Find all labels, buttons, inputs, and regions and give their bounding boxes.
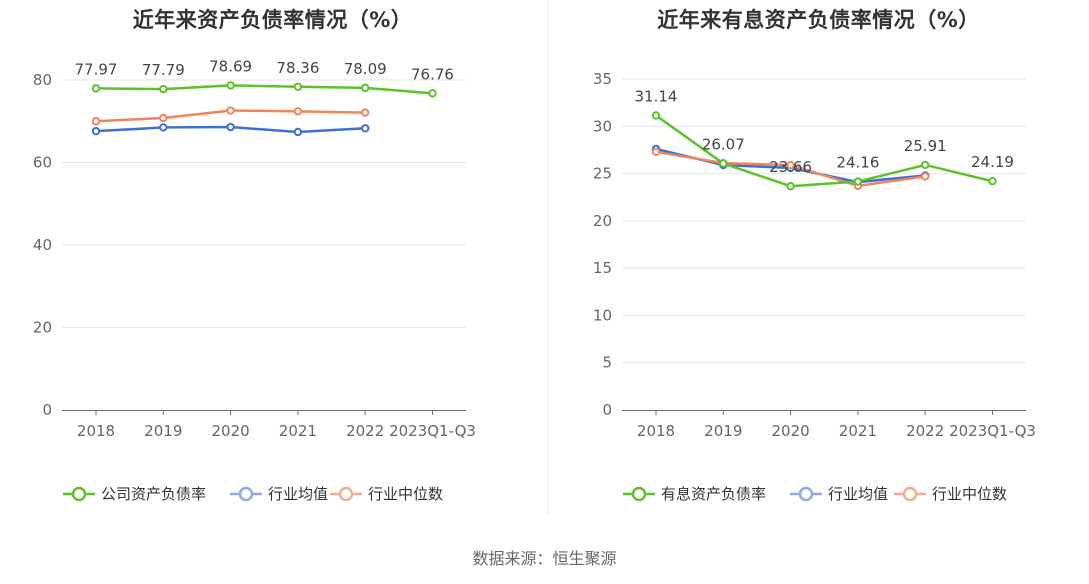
x-tick-label: 2018: [637, 422, 675, 440]
y-tick-label: 5: [602, 354, 612, 372]
data-point: [226, 106, 235, 115]
data-point: [361, 108, 370, 117]
data-point: [651, 111, 661, 120]
data-point: [786, 160, 795, 170]
data-point: [853, 177, 863, 186]
data-point: [293, 127, 303, 137]
data-point: [159, 84, 168, 94]
data-label: 78.36: [276, 59, 319, 77]
legend-marker-icon: [238, 486, 254, 502]
chart-svg: 0 20 40 60 80 2018 2019 2020 2021 2022 2023Q1-Q3 77…: [33, 57, 476, 503]
legend-marker-icon: [71, 486, 87, 502]
legend-label: 行业中位数: [368, 485, 443, 503]
legend-marker-icon: [798, 486, 814, 502]
series-line: [95, 84, 433, 95]
data-label: 24.19: [971, 153, 1014, 171]
legend-label: 公司资产负债率: [101, 485, 206, 503]
data-label: 25.91: [904, 137, 947, 155]
y-tick-label: 20: [593, 212, 612, 230]
data-point: [786, 182, 795, 191]
series-line: [655, 114, 993, 188]
y-tick-label: 20: [33, 319, 52, 337]
x-tick-label: 2020: [772, 422, 810, 440]
chart-panel-asset-liability: 近年来资产负债率情况（%） 0 20 40 60 80 2018 2019 2020 2021 2…: [0, 0, 545, 520]
y-tick-label: 80: [33, 71, 52, 89]
data-label: 24.16: [836, 154, 879, 172]
y-tick-label: 15: [593, 259, 612, 277]
data-label: 23.66: [769, 158, 812, 176]
x-tick-label: 2018: [77, 422, 115, 440]
data-point: [361, 124, 370, 133]
y-tick-label: 0: [42, 401, 52, 419]
y-tick-label: 25: [593, 165, 612, 183]
y-tick-label: 35: [593, 70, 612, 88]
x-tick-label: 2022: [906, 422, 944, 440]
data-label: 77.79: [142, 61, 185, 79]
data-label: 76.76: [411, 65, 454, 83]
x-tick-label: 2019: [704, 422, 742, 440]
chart-panel-interest-bearing: 近年来有息资产负债率情况（%） 0 5 10 15 20 25 30 35 2018 2019 20…: [548, 0, 1089, 520]
data-point: [921, 160, 930, 170]
data-point: [921, 172, 930, 181]
data-point: [651, 147, 661, 157]
data-point: [988, 177, 997, 186]
legend-label: 有息资产负债率: [661, 485, 766, 503]
x-tick-label: 2023Q1-Q3: [389, 422, 476, 440]
data-point: [293, 82, 303, 91]
legend-marker-icon: [902, 486, 918, 502]
chart-svg: 0 5 10 15 20 25 30 35 2018 2019 2020 2021 2022 2023Q1…: [593, 70, 1036, 503]
data-label: 78.69: [209, 57, 252, 75]
data-label: 26.07: [702, 135, 745, 153]
x-tick-label: 2021: [839, 422, 877, 440]
x-tick-label: 2020: [212, 422, 250, 440]
data-point: [159, 123, 168, 132]
x-tick-label: 2022: [346, 422, 384, 440]
legend-marker-icon: [338, 486, 354, 502]
data-point: [91, 84, 101, 93]
data-label: 77.97: [75, 60, 118, 78]
data-point: [226, 122, 235, 132]
legend-label: 行业中位数: [932, 485, 1007, 503]
chart-title: 近年来有息资产负债率情况（%）: [657, 8, 980, 32]
data-point: [226, 81, 235, 90]
y-tick-label: 30: [593, 117, 612, 135]
data-label: 31.14: [635, 88, 678, 106]
x-tick-label: 2021: [279, 422, 317, 440]
y-tick-label: 40: [33, 236, 52, 254]
data-point: [361, 83, 370, 93]
y-tick-label: 60: [33, 154, 52, 172]
legend-label: 行业均值: [268, 485, 328, 503]
y-tick-label: 0: [602, 401, 612, 419]
data-label: 78.09: [344, 60, 387, 78]
legend-marker-icon: [631, 486, 647, 502]
data-point: [91, 117, 101, 126]
panel-divider: [547, 0, 548, 515]
chart-title: 近年来资产负债率情况（%）: [132, 8, 413, 32]
data-point: [719, 159, 728, 168]
legend-label: 行业均值: [828, 485, 888, 503]
data-point: [91, 126, 101, 136]
data-point: [428, 89, 437, 98]
x-tick-label: 2023Q1-Q3: [949, 422, 1036, 440]
y-tick-label: 10: [593, 306, 612, 324]
x-tick-label: 2019: [144, 422, 182, 440]
data-point: [293, 107, 303, 116]
data-source-note: 数据来源：恒生聚源: [472, 549, 617, 568]
data-point: [159, 113, 168, 123]
